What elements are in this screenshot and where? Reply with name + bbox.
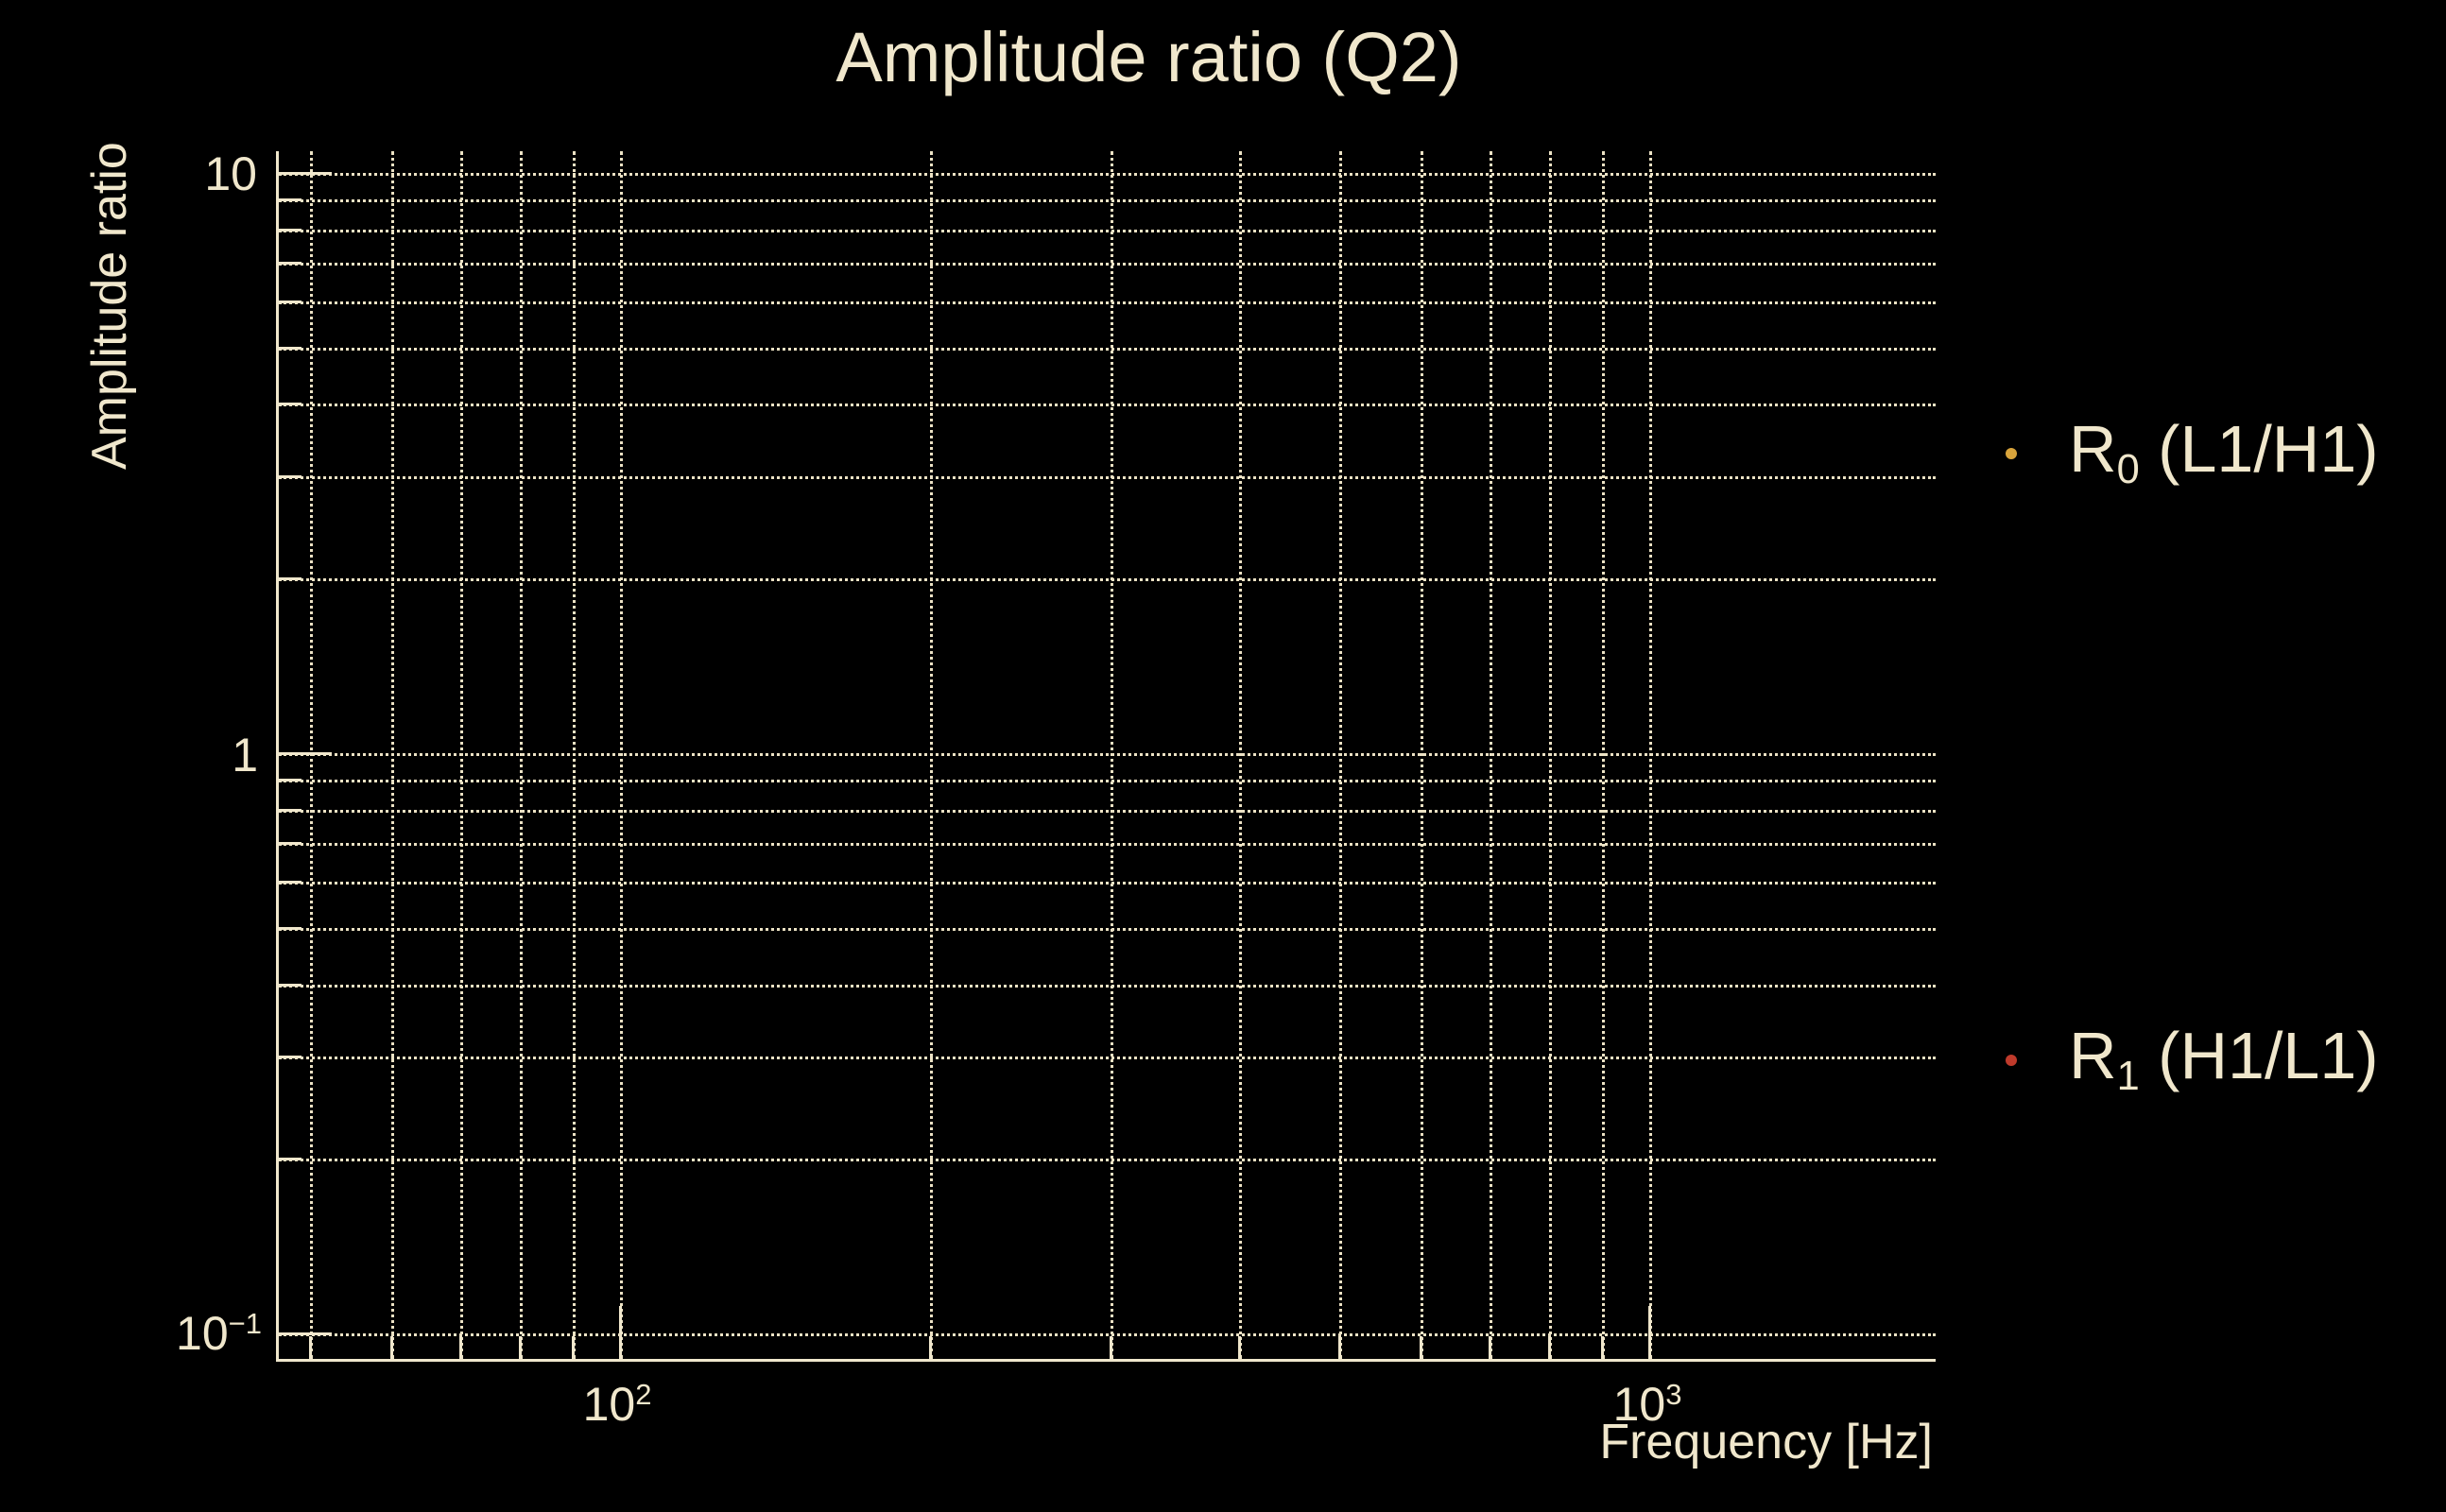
gridline-y-7 — [279, 263, 1936, 266]
tick-y-2 — [279, 577, 301, 581]
tick-y-0.6 — [279, 881, 301, 885]
gridline-x-700 — [1489, 151, 1492, 1359]
x-axis-label: Frequency [Hz] — [1599, 1415, 1933, 1469]
gridline-x-400 — [1239, 151, 1243, 1359]
legend-item-r0: R0 (L1/H1) — [2006, 416, 2379, 491]
tick-y-3 — [279, 475, 301, 479]
tick-x-400 — [1238, 1336, 1242, 1359]
gridline-y-0.5 — [279, 928, 1936, 932]
gridline-x-60 — [391, 151, 395, 1359]
tick-y-0.4 — [279, 983, 301, 987]
gridline-x-800 — [1549, 151, 1553, 1359]
plot-area — [276, 151, 1936, 1362]
gridline-y-5 — [279, 347, 1936, 351]
gridline-y-0.1 — [279, 1333, 1936, 1337]
gridline-x-70 — [460, 151, 464, 1359]
tick-y-0.8 — [279, 808, 301, 812]
gridline-y-6 — [279, 301, 1936, 305]
tick-y-9 — [279, 198, 301, 202]
y-tick-label-10: 10 — [204, 147, 257, 201]
tick-x-80 — [519, 1336, 523, 1359]
tick-y-0.5 — [279, 927, 301, 931]
tick-x-70 — [459, 1336, 463, 1359]
tick-x-500 — [1337, 1336, 1341, 1359]
tick-x-50 — [309, 1336, 313, 1359]
tick-y-10 — [279, 171, 332, 175]
tick-x-700 — [1488, 1336, 1491, 1359]
gridline-y-1 — [279, 753, 1936, 757]
tick-x-200 — [928, 1336, 932, 1359]
tick-x-90 — [572, 1336, 576, 1359]
tick-x-300 — [1110, 1336, 1113, 1359]
gridline-y-0.4 — [279, 984, 1936, 988]
gridline-x-900 — [1601, 151, 1605, 1359]
gridline-y-10 — [279, 172, 1936, 176]
tick-y-1 — [279, 752, 332, 756]
gridline-y-2 — [279, 578, 1936, 582]
legend-marker-dot-r1 — [2006, 1054, 2017, 1066]
gridline-y-8 — [279, 229, 1936, 232]
gridline-x-300 — [1111, 151, 1114, 1359]
gridline-y-0.7 — [279, 843, 1936, 847]
gridline-x-90 — [573, 151, 577, 1359]
x-tick-label-1000: 103 — [1612, 1378, 1682, 1432]
tick-x-1000 — [1647, 1306, 1651, 1359]
x-tick-label-100: 102 — [582, 1378, 652, 1432]
legend-label-r0: R0 (L1/H1) — [2069, 412, 2379, 493]
tick-y-7 — [279, 262, 301, 266]
gridline-y-0.9 — [279, 780, 1936, 783]
legend-marker-dot-r0 — [2006, 447, 2017, 459]
y-tick-label-1: 1 — [232, 729, 258, 782]
gridline-y-0.3 — [279, 1057, 1936, 1060]
tick-y-0.7 — [279, 842, 301, 846]
tick-y-6 — [279, 301, 301, 304]
tick-x-100 — [618, 1306, 622, 1359]
tick-y-0.3 — [279, 1056, 301, 1059]
gridline-x-200 — [929, 151, 933, 1359]
gridline-y-0.2 — [279, 1159, 1936, 1162]
tick-x-600 — [1420, 1336, 1423, 1359]
gridline-x-100 — [619, 151, 623, 1359]
gridline-y-4 — [279, 404, 1936, 407]
tick-x-60 — [390, 1336, 394, 1359]
gridline-y-0.8 — [279, 809, 1936, 813]
gridline-y-9 — [279, 199, 1936, 203]
tick-y-4 — [279, 403, 301, 406]
tick-x-900 — [1600, 1336, 1604, 1359]
gridline-y-3 — [279, 476, 1936, 480]
gridline-x-500 — [1338, 151, 1342, 1359]
tick-x-800 — [1548, 1336, 1552, 1359]
gridline-x-80 — [520, 151, 524, 1359]
tick-y-0.9 — [279, 779, 301, 782]
legend-item-r1: R1 (H1/L1) — [2006, 1022, 2379, 1098]
tick-y-5 — [279, 346, 301, 350]
legend-label-r1: R1 (H1/L1) — [2069, 1019, 2379, 1100]
tick-y-0.2 — [279, 1158, 301, 1161]
tick-y-8 — [279, 228, 301, 232]
gridline-x-1000 — [1648, 151, 1652, 1359]
y-tick-label-0.1: 10−1 — [176, 1307, 262, 1361]
chart-title: Amplitude ratio (Q2) — [835, 18, 1462, 96]
gridline-x-600 — [1421, 151, 1424, 1359]
gridline-y-0.6 — [279, 882, 1936, 885]
tick-y-0.1 — [279, 1332, 332, 1336]
